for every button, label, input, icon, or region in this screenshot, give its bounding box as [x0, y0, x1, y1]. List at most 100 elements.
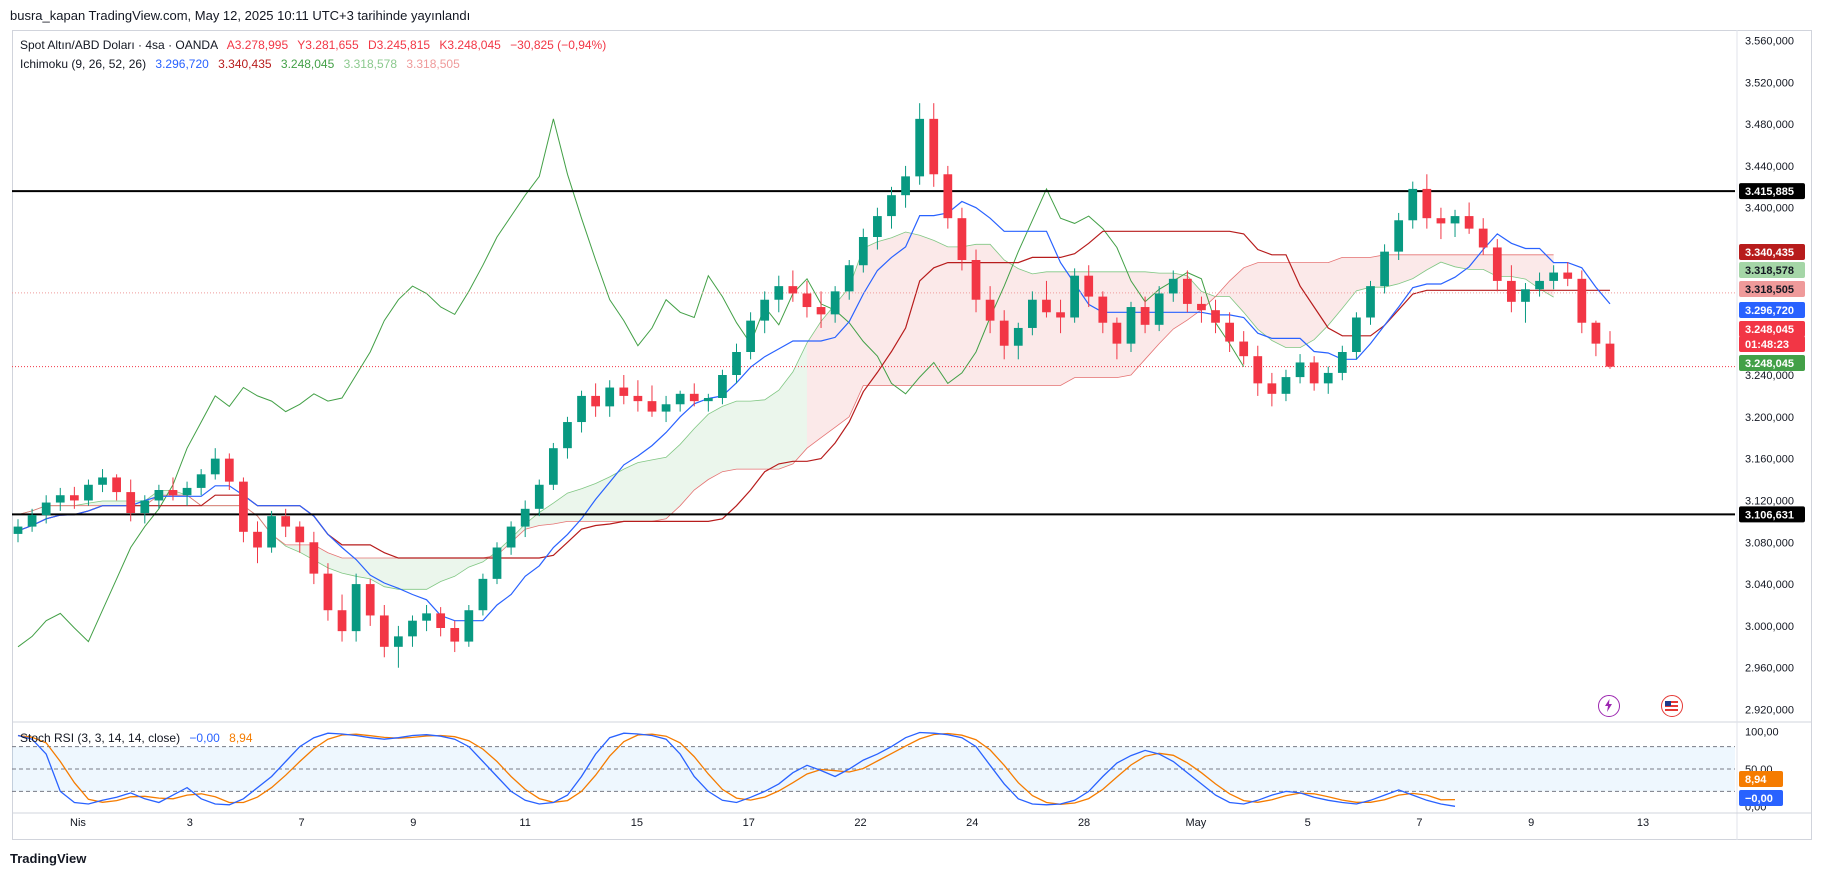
candle	[408, 615, 417, 647]
candle-body	[619, 387, 629, 396]
stoch-d-badge-label: 8,94	[1745, 774, 1767, 786]
price-badge-box	[1739, 262, 1805, 278]
candle-body	[802, 293, 812, 308]
candle-body	[746, 320, 755, 352]
candle	[591, 383, 600, 417]
candle	[1450, 209, 1460, 237]
candle	[703, 393, 713, 412]
candle-body	[1182, 278, 1192, 304]
candle	[760, 291, 770, 334]
candle	[1478, 218, 1488, 255]
candle	[746, 312, 755, 360]
candle-body	[1253, 356, 1263, 384]
candle	[1366, 280, 1375, 325]
stoch-k-badge-label: −0,00	[1745, 793, 1773, 805]
candle-body	[1323, 372, 1333, 384]
candle	[1253, 345, 1263, 396]
candle-body	[1507, 280, 1516, 302]
candle-body	[1140, 307, 1150, 325]
candle-body	[1394, 220, 1404, 252]
candle-body	[1112, 322, 1122, 344]
price-tick-label: 3.040,000	[1745, 579, 1794, 591]
candle	[239, 477, 248, 543]
candle-body	[253, 531, 262, 548]
candle	[985, 286, 995, 334]
candle-body	[337, 610, 347, 632]
price-badge-label: 3.248,045	[1745, 358, 1794, 370]
flag-icon[interactable]	[1661, 695, 1683, 717]
candle-body	[1225, 322, 1234, 342]
candle	[1225, 312, 1234, 352]
candle	[788, 270, 798, 302]
price-tick-label: 3.520,000	[1745, 77, 1794, 89]
candle-body	[450, 628, 460, 642]
horizontal-line-label-box	[1739, 506, 1805, 523]
candle	[999, 310, 1009, 360]
candle	[774, 275, 784, 313]
candle	[436, 607, 446, 637]
candle-body	[55, 495, 65, 503]
candle	[126, 479, 136, 522]
candle	[1295, 354, 1305, 384]
candle-body	[1126, 307, 1136, 344]
candle	[971, 249, 981, 313]
candle-body	[41, 502, 51, 516]
symbol-name[interactable]: Spot Altın/ABD Doları · 4sa · OANDA	[20, 38, 219, 52]
price-tick-label: 3.480,000	[1745, 119, 1794, 131]
time-tick-label: May	[1185, 817, 1206, 829]
candle	[689, 383, 699, 407]
time-tick-label: 3	[187, 817, 193, 829]
candle	[492, 542, 502, 585]
candle	[337, 594, 347, 642]
candle	[816, 291, 826, 328]
price-badge-label: 3.318,578	[1745, 265, 1794, 277]
candle-body	[1450, 216, 1460, 224]
candle	[1211, 299, 1220, 334]
candle-body	[577, 395, 586, 423]
price-tick-label: 3.440,000	[1745, 161, 1794, 173]
candle-body	[506, 526, 516, 548]
candle-body	[1154, 293, 1164, 325]
candle-body	[999, 320, 1009, 346]
candle	[1309, 356, 1319, 391]
candle-body	[675, 393, 685, 405]
time-tick-label: 24	[966, 817, 978, 829]
horizontal-line-label: 3.415,885	[1745, 186, 1794, 198]
candle	[1605, 331, 1615, 369]
candle-body	[1408, 188, 1418, 221]
candle-body	[112, 477, 121, 493]
stoch-tick-label: 100,00	[1745, 727, 1779, 739]
candle	[267, 510, 276, 553]
candle	[112, 474, 121, 501]
candle	[1436, 207, 1446, 240]
candle-body	[901, 176, 910, 196]
time-tick-label: 9	[1528, 817, 1534, 829]
ichimoku-label[interactable]: Ichimoku (9, 26, 52, 26)	[20, 57, 147, 71]
candle	[295, 521, 305, 553]
stoch-rsi-label[interactable]: Stoch RSI (3, 3, 14, 14, close)	[20, 731, 181, 745]
time-tick-label: 9	[410, 817, 416, 829]
candle-body	[1605, 343, 1615, 367]
time-tick-label: 13	[1637, 817, 1649, 829]
candle	[1013, 322, 1023, 360]
candle-body	[1070, 275, 1080, 318]
time-tick-label: Nis	[70, 817, 86, 829]
lightning-icon[interactable]	[1598, 695, 1620, 717]
candle-body	[154, 490, 164, 501]
stoch-k-badge-box	[1739, 790, 1783, 806]
candle-body	[1549, 272, 1559, 281]
published-line: busra_kapan TradingView.com, May 12, 202…	[10, 8, 471, 23]
candle-body	[365, 584, 375, 616]
horizontal-line-label: 3.106,631	[1745, 509, 1794, 521]
stoch-d-line	[17, 732, 1456, 805]
time-tick-label: 28	[1078, 817, 1090, 829]
price-badge-label: 01:48:23	[1745, 339, 1789, 351]
candle	[915, 103, 925, 185]
candle-body	[591, 395, 600, 407]
candle-body	[830, 291, 840, 315]
candle	[196, 469, 206, 496]
candle	[619, 375, 629, 405]
candle-body	[13, 526, 23, 534]
price-tick-label: 3.240,000	[1745, 370, 1794, 382]
